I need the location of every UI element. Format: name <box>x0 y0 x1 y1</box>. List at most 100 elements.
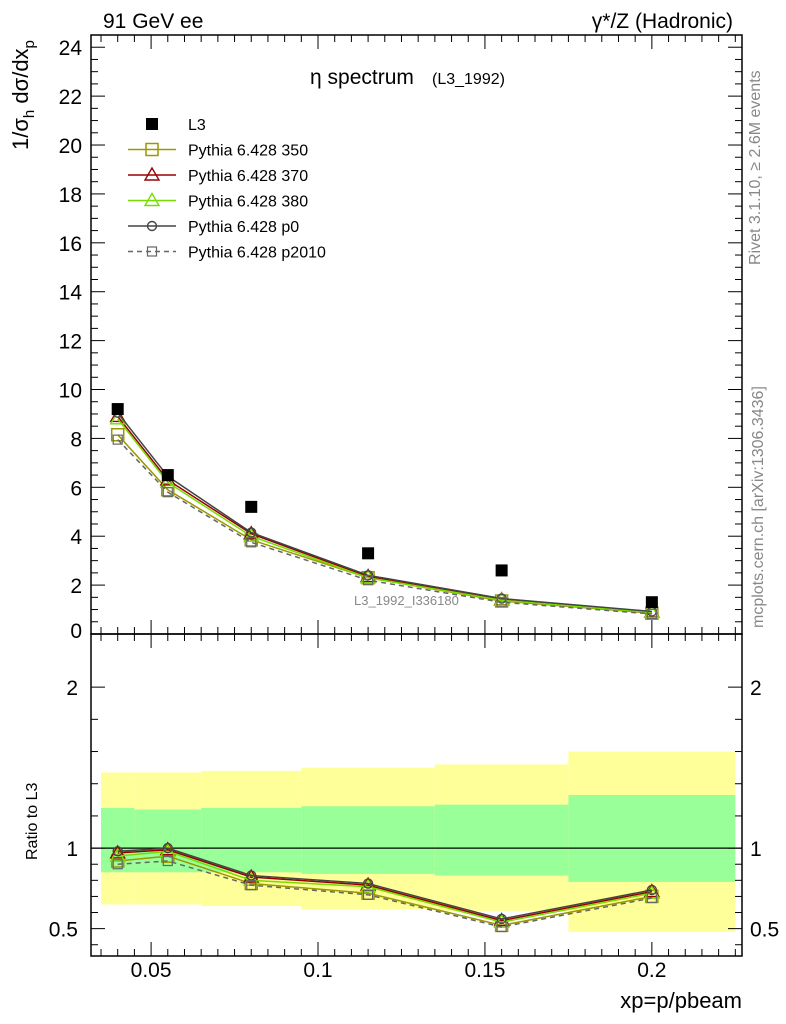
legend-label-2: Pythia 6.428 380 <box>188 194 308 211</box>
rivet-version-label: Rivet 3.1.10, ≥ 2.6M events <box>747 70 764 265</box>
ratio-y-tick-label-left: 1 <box>66 838 78 861</box>
ratio-series-4-point-4 <box>496 921 507 933</box>
legend-label-data: L3 <box>188 117 206 134</box>
data-point-0 <box>111 403 124 416</box>
main-series-4-point-4 <box>496 597 507 608</box>
ratio-series-3-point-0 <box>112 846 123 857</box>
legend-label-1: Pythia 6.428 370 <box>188 168 308 185</box>
x-tick-label: 0.05 <box>131 959 172 982</box>
ratio-series-line-0 <box>117 855 653 927</box>
ratio-series-line-2 <box>117 850 653 923</box>
main-title: η spectrum <box>310 66 414 89</box>
main-series-line-4 <box>117 439 652 615</box>
main-series-4-point-3 <box>362 575 374 586</box>
main-y-tick-label: 8 <box>70 428 82 451</box>
main-title-suffix: (L3_1992) <box>432 71 505 88</box>
main-y-tick-label: 6 <box>70 477 82 500</box>
main-series-4-point-1 <box>162 487 173 498</box>
main-y-tick-label: 20 <box>59 135 82 158</box>
x-tick-label: 0.2 <box>637 959 666 982</box>
ratio-series-4-point-5 <box>646 892 657 904</box>
legend-marker-0 <box>145 142 159 157</box>
ratio-series-3-point-2 <box>246 870 257 881</box>
watermark-label: L3_1992_I336180 <box>354 593 459 608</box>
ratio-series-3-point-1 <box>162 842 173 854</box>
main-series-0-point-0 <box>110 427 125 442</box>
legend: L3 Pythia 6.428 350 Pythia 6.428 370 Pythia… <box>128 117 326 262</box>
x-tick-label: 0.15 <box>465 959 506 982</box>
ratio-series-4-point-3 <box>362 889 374 900</box>
ratio-series-3-point-3 <box>362 878 374 889</box>
legend-marker-1 <box>143 166 161 181</box>
data-point-4 <box>495 564 508 577</box>
legend-label-3: Pythia 6.428 p0 <box>188 219 299 236</box>
main-y-tick-label: 22 <box>59 86 82 109</box>
ratio-y-tick-label-right: 2 <box>750 677 762 700</box>
legend-marker-data <box>146 118 158 130</box>
ratio-series-3-point-4 <box>496 913 507 925</box>
ratio-series-1-point-0 <box>109 844 126 859</box>
ratio-series-4-point-0 <box>112 859 123 870</box>
x-axis-label: xp=p/pbeam <box>620 988 742 1013</box>
legend-marker-4 <box>146 246 158 257</box>
data-point-3 <box>362 547 375 560</box>
ratio-series-1-point-4 <box>493 912 510 927</box>
main-y-axis-label-text: 1/σh dσ/dxp <box>8 40 38 150</box>
ratio-series-line-1 <box>117 848 653 922</box>
legend-label-4: Pythia 6.428 p2010 <box>188 245 326 262</box>
data-point-1 <box>161 469 174 482</box>
main-series-4-point-0 <box>112 434 123 445</box>
ratio-series-4-point-2 <box>246 880 257 891</box>
main-y-tick-label-zero: 0 <box>70 620 82 643</box>
y-axis-label-part: p <box>21 40 38 48</box>
ratio-series-line-4 <box>117 860 653 928</box>
main-series-line-0 <box>117 434 652 614</box>
main-series-4-point-2 <box>246 537 257 548</box>
main-y-tick-label: 10 <box>59 380 82 403</box>
ratio-series-4-point-1 <box>162 855 173 867</box>
main-plot <box>109 403 661 620</box>
ratio-y-tick-label-left: 0.5 <box>49 919 78 942</box>
ratio-band-inner-3 <box>301 806 435 874</box>
main-series-line-2 <box>117 418 652 614</box>
mcplots-label: mcplots.cern.ch [arXiv:1306.3436] <box>750 386 767 628</box>
main-y-tick-label: 2 <box>70 575 82 598</box>
data-point-2 <box>245 500 258 513</box>
main-series-1-point-2 <box>243 525 260 540</box>
ratio-plot <box>91 751 742 933</box>
x-tick-label: 0.1 <box>303 959 332 982</box>
ratio-y-axis-label: Ratio to L3 <box>24 783 41 860</box>
ratio-y-tick-label-right: 0.5 <box>750 919 779 942</box>
main-series-3-point-2 <box>246 527 257 538</box>
y-axis-label-part: 1/σ <box>8 118 33 150</box>
ratio-y-tick-label-left: 2 <box>66 677 78 700</box>
ratio-band-inner-0 <box>101 807 135 873</box>
header-left-label: 91 GeV ee <box>103 10 203 33</box>
main-y-tick-label: 4 <box>70 526 82 549</box>
main-y-tick-label: 24 <box>59 37 83 60</box>
main-y-tick-label: 12 <box>59 331 82 354</box>
main-series-2-point-3 <box>359 569 377 584</box>
y-axis-label-part: dσ/dx <box>8 48 33 109</box>
legend-marker-3 <box>146 220 158 232</box>
legend-label-0: Pythia 6.428 350 <box>188 143 308 160</box>
y-axis-label-part: h <box>21 110 38 118</box>
main-y-tick-label: 14 <box>59 282 83 305</box>
main-series-line-3 <box>117 412 652 613</box>
ratio-series-3-point-5 <box>646 884 658 896</box>
ratio-band-inner-4 <box>434 804 569 876</box>
main-y-tick-label: 16 <box>59 233 82 256</box>
ratio-band-inner-2 <box>201 807 302 873</box>
ratio-series-line-3 <box>117 847 653 920</box>
header-right-label: γ*/Z (Hadronic) <box>592 10 733 33</box>
ratio-plot-frame <box>90 633 743 957</box>
main-series-4-point-5 <box>646 608 657 620</box>
main-y-tick-label: 18 <box>59 184 82 207</box>
ratio-band-inner-5 <box>568 795 736 882</box>
data-point-5 <box>645 596 658 609</box>
ratio-y-tick-label-right: 1 <box>750 838 762 861</box>
main-y-axis-label: 1/σh dσ/dxp <box>8 40 38 150</box>
legend-marker-2 <box>143 192 161 207</box>
main-series-0-point-1 <box>161 483 175 497</box>
